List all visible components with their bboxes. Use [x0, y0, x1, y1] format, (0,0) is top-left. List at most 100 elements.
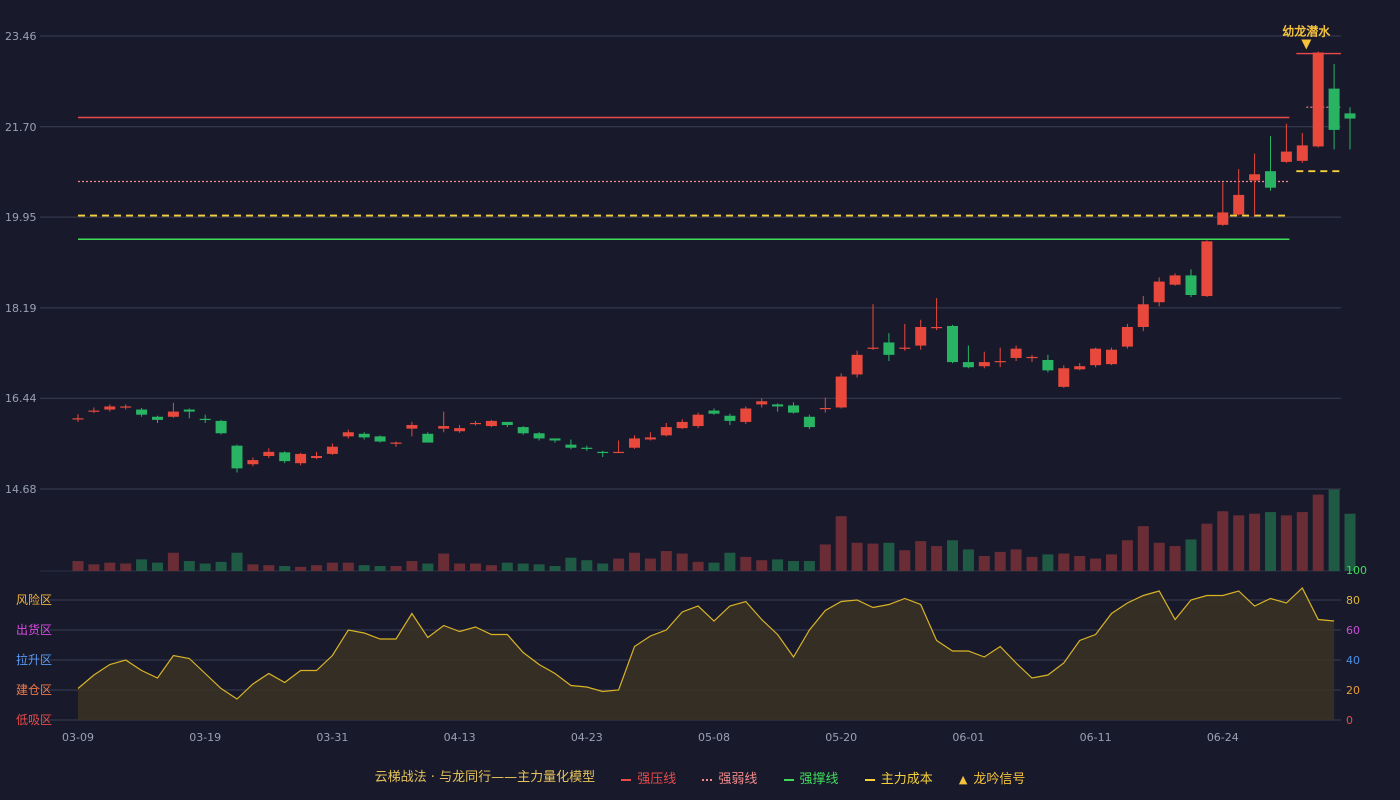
- volume-bar: [1217, 511, 1229, 571]
- candle-body: [1344, 113, 1356, 119]
- signal-label: 幼龙潜水: [1282, 24, 1331, 39]
- volume-bar: [676, 553, 688, 571]
- candle-body: [1153, 281, 1165, 303]
- volume-bar: [263, 565, 275, 571]
- candle-body: [629, 438, 640, 448]
- volume-bar: [1169, 546, 1181, 571]
- volume-bar: [1185, 539, 1197, 571]
- candle-body: [1249, 174, 1261, 181]
- volume-bar: [311, 565, 322, 571]
- candle-body: [740, 408, 752, 422]
- candle-body: [295, 453, 307, 464]
- volume-bar: [88, 564, 100, 571]
- volume-bar: [215, 561, 227, 571]
- volume-bar: [549, 566, 561, 571]
- x-tick-label: 04-23: [571, 731, 603, 744]
- volume-bar: [1042, 554, 1054, 571]
- volume-bar: [565, 557, 577, 571]
- volume-bar: [358, 565, 370, 571]
- volume-bar: [740, 556, 752, 571]
- volume-bar: [406, 561, 418, 571]
- volume-bar: [867, 543, 879, 571]
- volume-bar: [152, 562, 163, 571]
- volume-bar: [644, 558, 656, 571]
- volume-bar: [629, 552, 640, 571]
- candle-body: [581, 447, 593, 449]
- volume-bar: [390, 566, 402, 571]
- candle-body: [1137, 304, 1149, 327]
- volume-bar: [915, 541, 927, 571]
- score-tick-label: 80: [1346, 594, 1360, 607]
- volume-bar: [708, 562, 720, 571]
- legend-item-pressure: 强压线: [621, 768, 676, 787]
- volume-bars: [72, 489, 1356, 571]
- volume-bar: [485, 565, 497, 571]
- candle-body: [311, 455, 322, 459]
- candle-body: [994, 361, 1006, 363]
- signal-triangle: [1301, 39, 1312, 50]
- candle-body: [120, 406, 132, 408]
- x-axis-labels: 03-09 03-19 03-31 04-13 04-23 05-08 05-20 06-01…: [62, 731, 1239, 744]
- candle-body: [644, 437, 656, 440]
- candle-body: [978, 362, 990, 367]
- volume-bar: [422, 563, 434, 571]
- score-tick-label: 100: [1346, 564, 1367, 577]
- candle-body: [104, 406, 116, 410]
- candle-body: [390, 442, 402, 444]
- volume-bar: [72, 561, 84, 571]
- candle-body: [517, 427, 529, 434]
- candle-body: [152, 416, 163, 420]
- candle-body: [422, 433, 434, 443]
- legend-item-signal: ▲ 龙吟信号: [958, 772, 1026, 787]
- score-tick-label: 60: [1346, 624, 1360, 637]
- volume-bar: [772, 559, 784, 571]
- price-tick-label: 19.95: [5, 211, 37, 224]
- candle-body: [454, 428, 466, 432]
- candle-body: [676, 421, 688, 429]
- candle-body: [326, 446, 338, 454]
- volume-bar: [788, 561, 799, 571]
- candle-body: [803, 416, 815, 428]
- candle-body: [756, 401, 768, 405]
- x-tick-label: 06-24: [1207, 731, 1239, 744]
- x-tick-label: 06-01: [952, 731, 984, 744]
- level-lines: [78, 52, 1341, 241]
- volume-bar: [1090, 558, 1102, 571]
- volume-bar: [581, 560, 593, 571]
- zone-label: 出货区: [16, 622, 52, 637]
- volume-bar: [1137, 526, 1149, 571]
- candle-body: [1169, 275, 1181, 285]
- candle-body: [947, 325, 958, 363]
- candle-body: [231, 445, 243, 469]
- zone-label: 建仓区: [16, 683, 52, 697]
- volume-bar: [295, 566, 307, 571]
- candle-body: [851, 354, 863, 375]
- volume-bar: [1010, 549, 1022, 571]
- volume-bar: [199, 563, 211, 571]
- volume-bar: [835, 516, 847, 571]
- volume-bar: [136, 559, 148, 571]
- candle-body: [501, 421, 513, 426]
- candle-body: [962, 362, 974, 368]
- volume-bar: [501, 562, 513, 571]
- candle-body: [867, 347, 879, 349]
- candle-body: [565, 444, 577, 448]
- volume-bar: [978, 556, 990, 571]
- volume-bar: [803, 561, 815, 571]
- x-tick-label: 03-09: [62, 731, 94, 744]
- volume-bar: [470, 563, 481, 571]
- volume-bar: [167, 552, 179, 571]
- volume-bar: [756, 560, 768, 571]
- volume-bar: [994, 551, 1006, 571]
- candle-body: [788, 405, 799, 413]
- legend: 云梯战法 · 与龙同行——主力量化模型 强压线 强弱线 强撑线 主力成本 ▲ 龙吟…: [0, 766, 1400, 787]
- volume-bar: [517, 563, 529, 571]
- score-tick-label: 0: [1346, 714, 1353, 727]
- x-tick-label: 05-20: [825, 731, 857, 744]
- volume-bar: [1074, 556, 1086, 571]
- volume-bar: [1106, 554, 1117, 571]
- x-tick-label: 03-19: [189, 731, 221, 744]
- candle-body: [1090, 348, 1102, 366]
- candle-body: [1296, 145, 1308, 161]
- volume-bar: [613, 558, 625, 571]
